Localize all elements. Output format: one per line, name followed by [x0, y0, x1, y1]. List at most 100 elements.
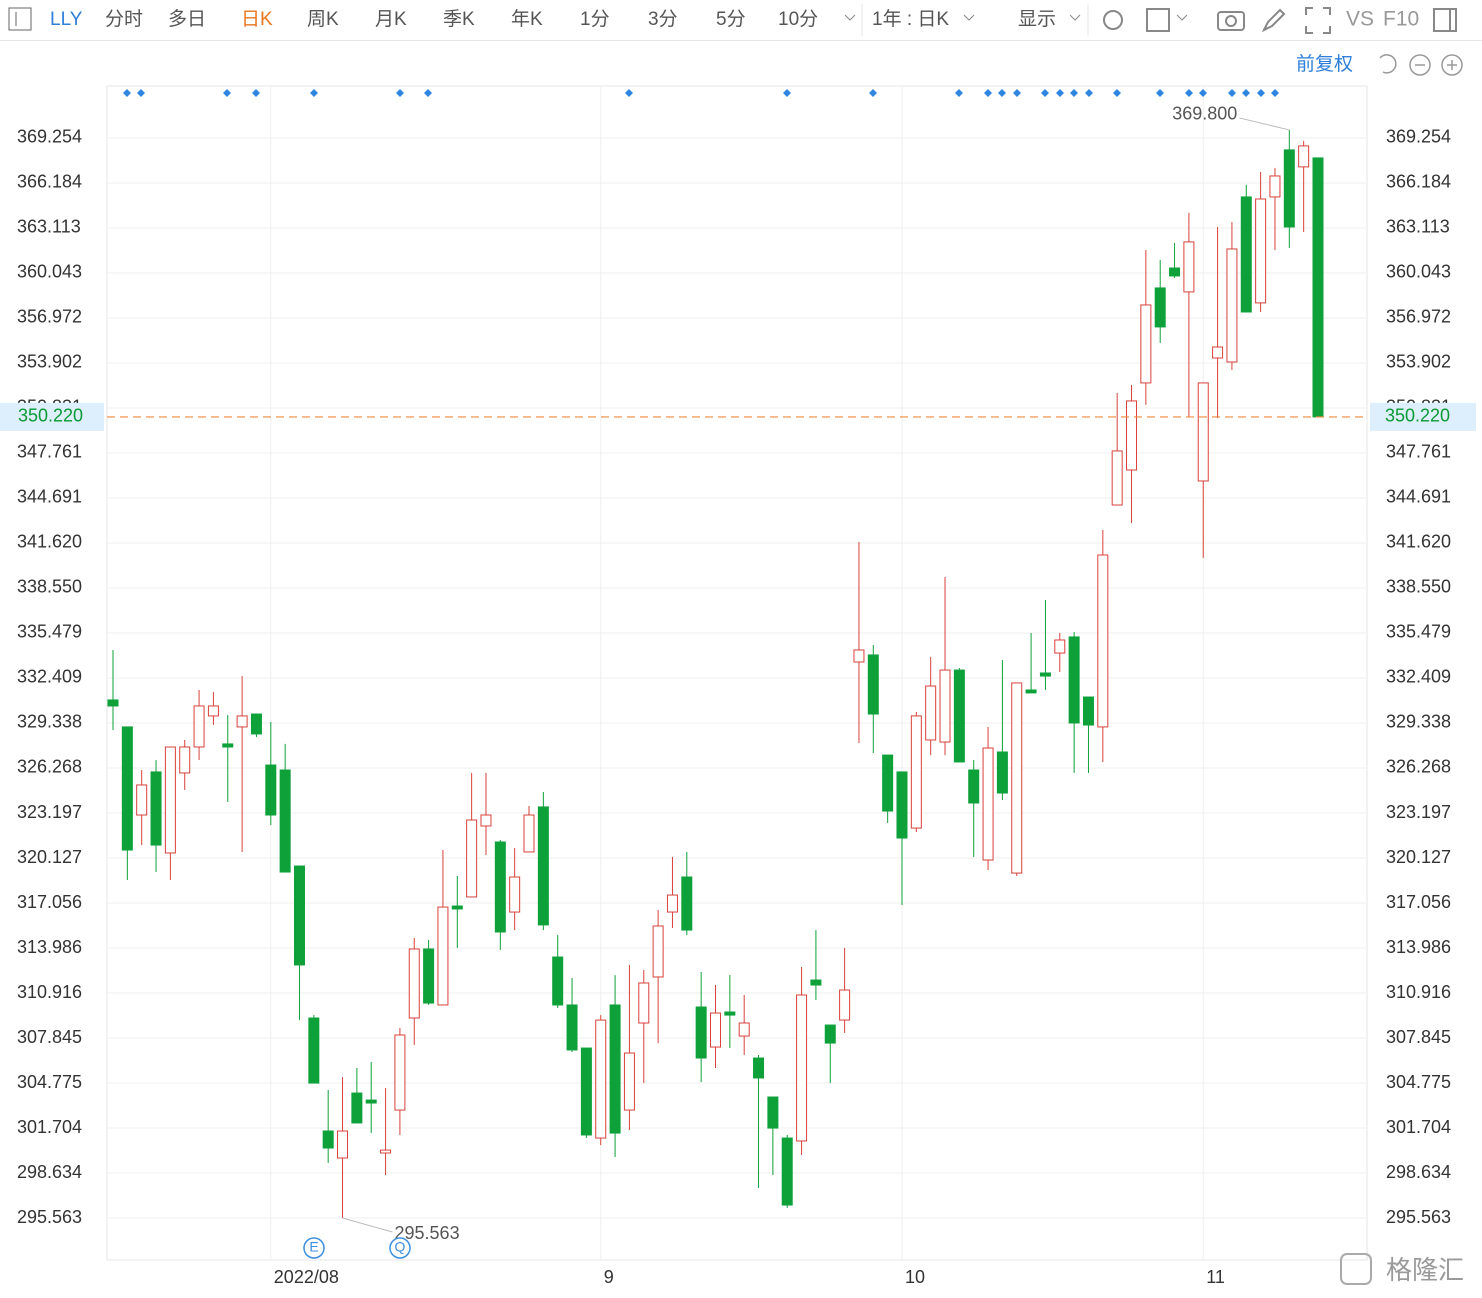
candle-body [1226, 248, 1238, 363]
menu-icon[interactable] [8, 7, 32, 31]
y-tick-label: 323.197 [17, 802, 82, 822]
event-dot[interactable] [1085, 89, 1093, 97]
event-dot[interactable] [869, 89, 877, 97]
candle-body [1054, 639, 1066, 654]
candle-body [1097, 554, 1109, 728]
candle-body [982, 747, 994, 861]
candle-body [1197, 382, 1209, 482]
zoom-out-icon[interactable] [1409, 54, 1431, 76]
event-dot[interactable] [1242, 89, 1250, 97]
y2-tick-label: 313.986 [1386, 937, 1451, 957]
y-tick-label: 366.184 [17, 172, 82, 192]
candle-body [781, 1137, 793, 1206]
event-dot[interactable] [1228, 89, 1236, 97]
period-tab[interactable]: 日K [241, 9, 273, 30]
logo-icon [1340, 1253, 1372, 1285]
y2-tick-label: 320.127 [1386, 847, 1451, 867]
adjust-mode[interactable]: 前复权 [1296, 53, 1353, 75]
settings-icon[interactable] [1103, 10, 1123, 30]
event-dot[interactable] [1257, 89, 1265, 97]
grid [107, 86, 1367, 1260]
candle-body [710, 1012, 721, 1048]
candle-body [322, 1130, 334, 1149]
panel-icon[interactable] [1433, 8, 1457, 32]
display-select[interactable]: 显示 [1018, 9, 1056, 30]
candle-body [494, 841, 506, 933]
candle-body [523, 814, 535, 853]
candle-body [1082, 696, 1094, 726]
candle-body [609, 1004, 621, 1134]
event-marker[interactable] [389, 1237, 411, 1259]
candle-body [1212, 346, 1224, 359]
event-dot[interactable] [625, 89, 633, 97]
event-dot[interactable] [955, 89, 963, 97]
event-dot[interactable] [1013, 89, 1021, 97]
event-dot[interactable] [1156, 89, 1164, 97]
candle-body [509, 876, 521, 913]
event-dot[interactable] [998, 89, 1006, 97]
period-tab[interactable]: 分时 [105, 8, 143, 30]
annotation: 295.563 [395, 1223, 460, 1243]
candle-body [1169, 267, 1181, 277]
symbol[interactable]: LLY [50, 9, 83, 30]
draw-icon[interactable] [1261, 8, 1286, 33]
candle-body [1140, 304, 1152, 384]
reset-icon[interactable] [1379, 54, 1397, 74]
fullscreen-icon[interactable] [1305, 7, 1331, 34]
y2-tick-label: 356.972 [1386, 307, 1451, 327]
period-tab[interactable]: 月K [375, 9, 407, 30]
event-dot[interactable] [137, 89, 145, 97]
event-marker[interactable] [303, 1237, 325, 1259]
event-dot[interactable] [310, 89, 318, 97]
period-tab[interactable]: 多日 [168, 8, 206, 30]
y2-tick-label: 332.409 [1386, 667, 1451, 687]
candle-body [939, 669, 951, 743]
period-tab[interactable]: 1分 [580, 8, 610, 30]
axes: 369.254 369.254 366.184 366.184 363.113 363.1… [0, 104, 1476, 1287]
period-tab[interactable]: 季K [443, 8, 475, 30]
event-dot[interactable] [1271, 89, 1279, 97]
event-dot[interactable] [1056, 89, 1064, 97]
candle-body [136, 784, 148, 816]
candle-body [1068, 636, 1080, 724]
range-select[interactable]: 1年 : 日K [872, 8, 949, 30]
event-dot[interactable] [123, 89, 131, 97]
candle-body [910, 715, 922, 829]
candle-body [250, 713, 262, 735]
event-dot[interactable] [1113, 89, 1121, 97]
candle-body [451, 905, 463, 910]
event-dot[interactable] [396, 89, 404, 97]
annotation-leader [1239, 117, 1290, 131]
event-dot[interactable] [1185, 89, 1193, 97]
style-icon[interactable] [1146, 8, 1170, 32]
y2-tick-label: 347.761 [1386, 442, 1451, 462]
event-dot[interactable] [783, 89, 791, 97]
period-tab[interactable]: 10分 [778, 8, 818, 30]
candle-body [867, 654, 879, 715]
y2-tick-label: 307.845 [1386, 1027, 1451, 1047]
period-tab[interactable]: 3分 [648, 8, 678, 30]
event-dot[interactable] [223, 89, 231, 97]
candle-body [724, 1011, 736, 1016]
period-tab[interactable]: 周K [307, 9, 339, 30]
event-dot[interactable] [1041, 89, 1049, 97]
vs-button[interactable]: VS [1346, 8, 1374, 31]
y-tick-label: 320.127 [17, 847, 82, 867]
period-tab[interactable]: 5分 [716, 8, 746, 30]
y2-tick-label: 344.691 [1386, 487, 1451, 507]
camera-icon[interactable] [1217, 11, 1245, 31]
zoom-in-icon[interactable] [1441, 54, 1463, 76]
event-dot[interactable] [1070, 89, 1078, 97]
event-dot[interactable] [984, 89, 992, 97]
x-tick-label: 11 [1206, 1267, 1225, 1287]
candle-body [150, 771, 162, 846]
y2-tick-label: 323.197 [1386, 802, 1451, 822]
event-dot[interactable] [252, 89, 260, 97]
y-tick-label: 304.775 [17, 1072, 82, 1092]
candle-body [666, 894, 678, 913]
f10-button[interactable]: F10 [1383, 8, 1419, 31]
event-dot[interactable] [424, 89, 432, 97]
period-tab[interactable]: 年K [511, 8, 543, 30]
event-dot[interactable] [1199, 89, 1207, 97]
